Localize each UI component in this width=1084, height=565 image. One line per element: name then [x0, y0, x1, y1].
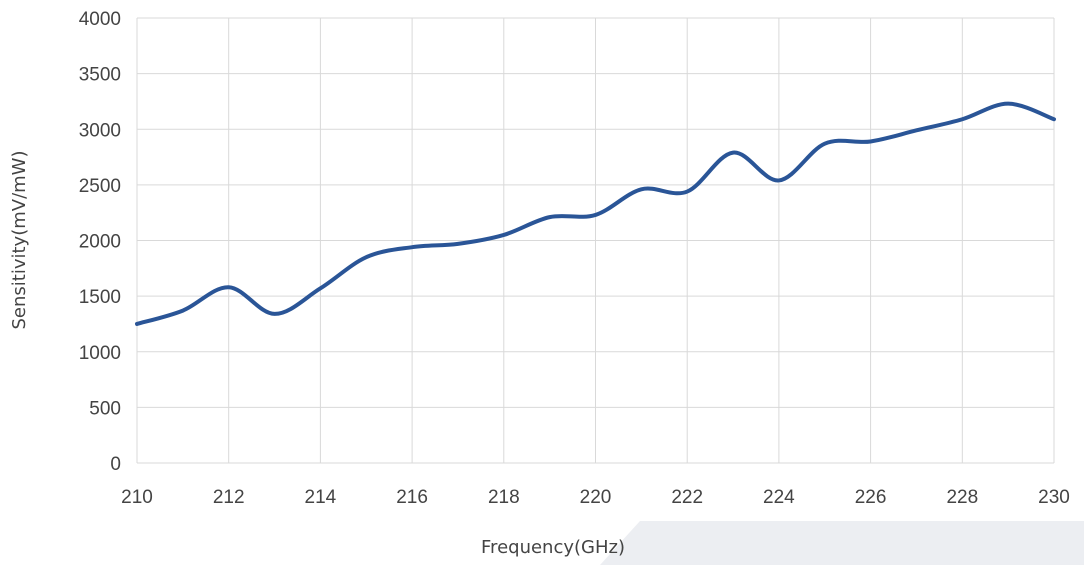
- y-tick-label: 3500: [79, 65, 121, 86]
- y-tick-label: 500: [89, 398, 121, 419]
- background-decoration: [600, 521, 1084, 565]
- x-tick-label: 218: [488, 487, 520, 508]
- y-tick-label: 4000: [79, 9, 121, 30]
- x-tick-label: 216: [396, 487, 428, 508]
- x-tick-labels: 210 212 214 216 218 220 222 224 226 228 230: [121, 487, 1070, 508]
- x-tick-label: 226: [855, 487, 887, 508]
- x-axis-title: Frequency(GHz): [481, 537, 625, 558]
- y-tick-label: 2000: [79, 232, 121, 253]
- x-tick-label: 222: [671, 487, 703, 508]
- y-tick-label: 1500: [79, 287, 121, 308]
- y-tick-label: 1000: [79, 343, 121, 364]
- x-tick-label: 230: [1038, 487, 1070, 508]
- x-tick-label: 210: [121, 487, 153, 508]
- x-tick-label: 228: [946, 487, 978, 508]
- x-tick-label: 224: [763, 487, 795, 508]
- y-tick-label: 0: [110, 454, 121, 475]
- y-axis-title: Sensitivity(mV/mW): [9, 151, 30, 330]
- y-tick-labels: 0 500 1000 1500 2000 2500 3000 3500 4000: [79, 9, 121, 475]
- y-tick-label: 2500: [79, 176, 121, 197]
- x-tick-label: 212: [213, 487, 245, 508]
- y-tick-label: 3000: [79, 120, 121, 141]
- x-tick-label: 220: [580, 487, 612, 508]
- grid-lines: [137, 18, 1054, 463]
- x-tick-label: 214: [305, 487, 337, 508]
